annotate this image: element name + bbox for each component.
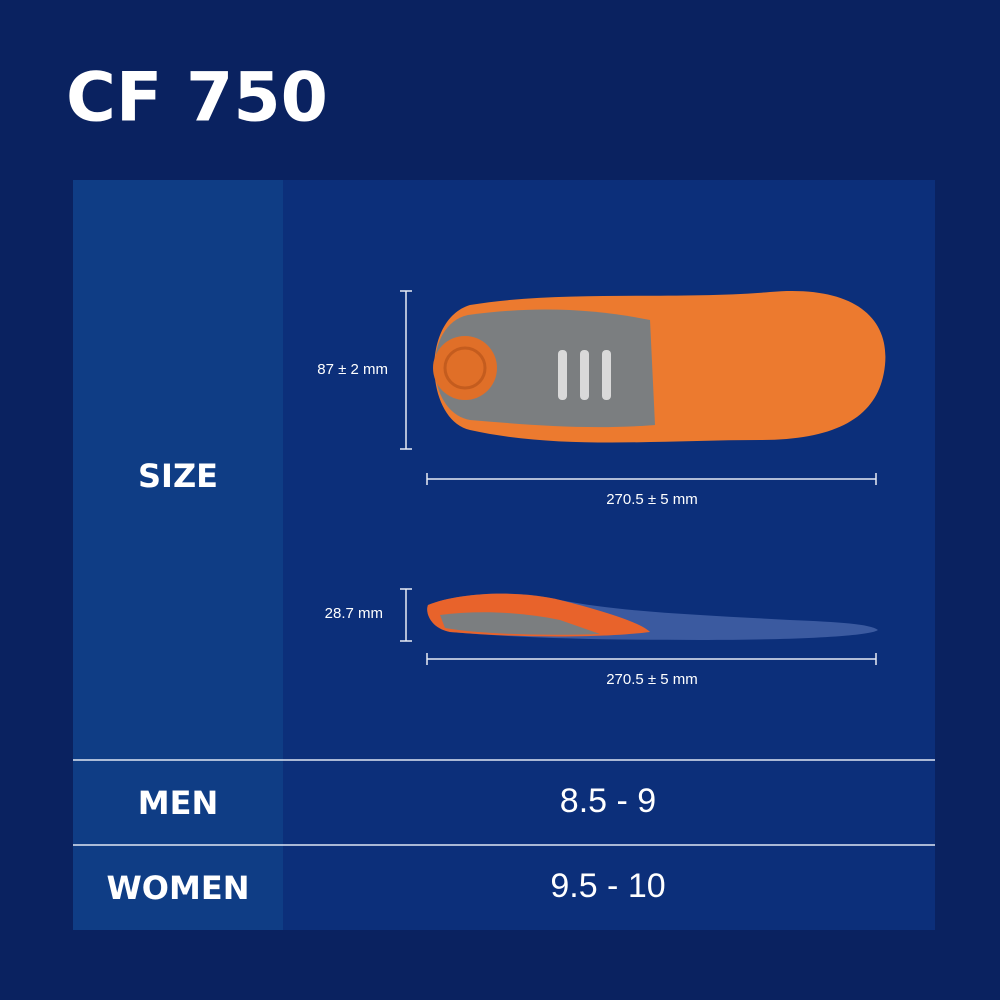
label-column bbox=[73, 180, 283, 930]
height-label: 28.7 mm bbox=[325, 605, 383, 622]
width-label: 87 ± 2 mm bbox=[317, 361, 388, 378]
insole-side-view bbox=[427, 593, 878, 640]
row-value: 8.5 - 9 bbox=[560, 782, 656, 820]
title: CF 750 bbox=[66, 59, 328, 138]
row-value: 9.5 - 10 bbox=[550, 867, 665, 905]
insole-top-view bbox=[433, 290, 886, 443]
row-label: MEN bbox=[138, 784, 218, 822]
size-label: SIZE bbox=[138, 457, 218, 495]
length-label: 270.5 ± 5 mm bbox=[606, 671, 698, 688]
row-label: WOMEN bbox=[107, 869, 250, 907]
length-label: 270.5 ± 5 mm bbox=[606, 491, 698, 508]
